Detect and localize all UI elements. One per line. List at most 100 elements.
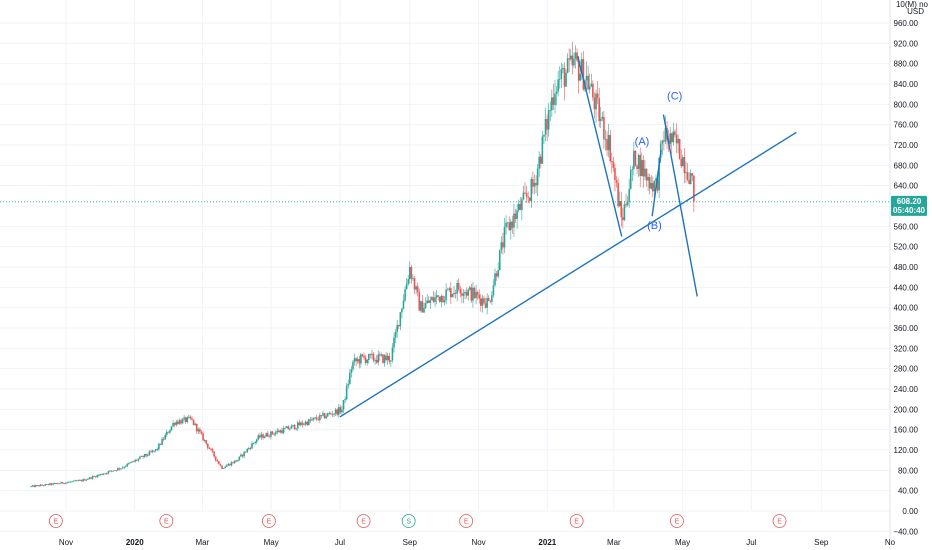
earnings-event-icon[interactable]: E [670, 514, 684, 528]
candle-body [465, 291, 468, 296]
candle-body [617, 182, 619, 207]
candle-body [611, 161, 613, 162]
candle-body [72, 480, 75, 482]
candle-body [117, 468, 119, 471]
currency-label: USD [907, 7, 924, 16]
trend-lines [339, 55, 797, 418]
candle-body [557, 79, 559, 92]
candle-body [519, 203, 522, 210]
candle-body [577, 60, 580, 81]
candle-body [607, 135, 610, 151]
split-event-icon[interactable]: S [401, 514, 416, 528]
candle-body [249, 448, 252, 449]
earnings-event-icon[interactable]: E [772, 514, 787, 528]
candle-body [442, 295, 444, 303]
candle-body [402, 300, 405, 309]
y-tick-label: 240.00 [894, 385, 919, 394]
candle-body [502, 242, 504, 248]
candle-body [546, 118, 548, 130]
earnings-event-icon[interactable]: E [569, 514, 584, 528]
candle-body [74, 480, 77, 482]
candle-body [438, 296, 441, 302]
candle-body [135, 459, 138, 461]
candle-body [528, 197, 531, 201]
candle-body [454, 292, 457, 294]
event-letter: E [777, 519, 782, 526]
event-letter: E [675, 519, 680, 526]
candle-body [292, 424, 294, 426]
candle-body [58, 483, 61, 485]
wave-label: (B) [647, 220, 662, 232]
candle-body [377, 354, 380, 363]
candle-body [427, 300, 430, 303]
candle-body [255, 439, 258, 443]
candle-body [94, 476, 97, 478]
candle-body [192, 419, 195, 425]
candle-body [213, 451, 215, 457]
candle-body [42, 485, 45, 487]
candle-body [464, 291, 466, 294]
candle-body [656, 178, 659, 191]
earnings-event-icon[interactable]: E [262, 514, 276, 528]
event-letter: E [267, 519, 272, 526]
candle-body [263, 436, 266, 438]
candle-body [457, 282, 460, 290]
candle-body [475, 292, 477, 298]
candle-body [60, 482, 62, 484]
y-tick-label: 800.00 [894, 100, 919, 109]
candle-body [38, 485, 40, 487]
candle-body [588, 86, 591, 90]
candle-body [590, 83, 593, 87]
candle-body [158, 443, 160, 450]
candle-body [424, 303, 427, 308]
candle-body [582, 59, 585, 90]
candle-body [652, 182, 654, 192]
candle-body [331, 413, 334, 415]
event-letter: E [574, 519, 579, 526]
candle-body [413, 278, 416, 290]
candle-body [688, 179, 690, 184]
candle-body [642, 160, 645, 177]
candle-body [565, 72, 567, 87]
time-axis[interactable]: Nov 2020 Mar May Jul Sep Nov 2021 Mar May Jul Sep No [59, 538, 896, 547]
candle-body [552, 97, 555, 105]
candle-body [618, 201, 621, 207]
candle-body [487, 298, 490, 301]
candle-body [429, 300, 432, 303]
candle-body [142, 456, 144, 458]
candle-body [437, 295, 440, 297]
candle-body [241, 454, 244, 457]
event-circle [569, 514, 584, 528]
price-axis[interactable]: 10(M) no USD −40.00 0.00 40.00 80.00 120.00 1… [893, 0, 928, 536]
candle-body [178, 420, 181, 424]
candle-body [404, 289, 406, 301]
candle-body [211, 449, 214, 452]
earnings-event-icon[interactable]: E [459, 514, 474, 528]
candle-body [349, 372, 351, 384]
candle-body [274, 432, 277, 435]
candle-body [533, 182, 536, 187]
candle-body [634, 150, 637, 166]
candle-body [551, 97, 553, 111]
candle-body [83, 479, 86, 481]
candle-body [66, 482, 69, 484]
candle-body [446, 289, 449, 291]
earnings-event-icon[interactable]: E [48, 514, 63, 528]
candle-body [604, 139, 607, 141]
candle-body [527, 196, 529, 198]
x-tick-label: 2021 [538, 538, 556, 547]
candle-body [609, 135, 612, 162]
candle-body [140, 456, 143, 457]
candle-body [369, 353, 372, 355]
candle-body [453, 292, 455, 295]
candle-body [360, 354, 362, 364]
earnings-event-icon[interactable]: E [159, 514, 174, 528]
earnings-event-icon[interactable]: E [356, 514, 371, 528]
candle-body [494, 273, 496, 286]
candle-body [481, 298, 484, 306]
candle-body [91, 476, 94, 479]
candle-body [165, 431, 168, 435]
